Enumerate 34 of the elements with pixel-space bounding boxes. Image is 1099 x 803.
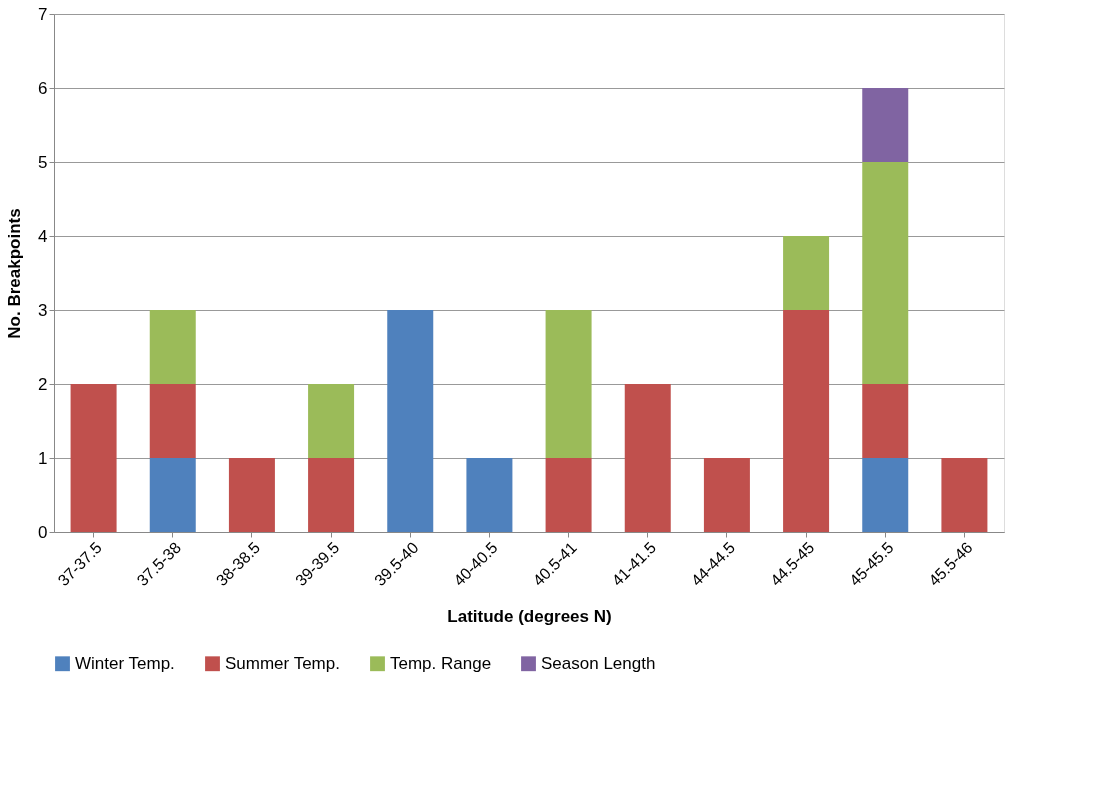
bar	[862, 88, 909, 162]
bar	[70, 384, 117, 532]
legend-label: Season Length	[541, 653, 656, 673]
y-tick-label: 2	[38, 374, 48, 394]
legend-label: Summer Temp.	[225, 653, 340, 673]
bar	[149, 458, 196, 532]
bar	[941, 458, 988, 532]
bar	[545, 458, 592, 532]
bar	[149, 310, 196, 384]
y-tick-label: 4	[38, 226, 48, 246]
legend-label: Temp. Range	[390, 653, 492, 673]
y-tick-label: 0	[38, 522, 48, 542]
y-tick-label: 7	[38, 4, 48, 24]
bar	[308, 458, 355, 532]
bar	[308, 384, 355, 458]
y-tick-label: 1	[38, 448, 48, 468]
bar	[783, 236, 830, 310]
bar	[466, 458, 513, 532]
bar	[862, 458, 909, 532]
bar	[545, 310, 592, 458]
y-axis-title: No. Breakpoints	[5, 208, 25, 339]
legend-label: Winter Temp.	[75, 653, 175, 673]
bar	[703, 458, 750, 532]
bar	[862, 384, 909, 458]
x-axis-title: Latitude (degrees N)	[447, 607, 612, 627]
y-tick-label: 5	[38, 152, 48, 172]
bar	[862, 162, 909, 384]
bar	[783, 310, 830, 532]
y-tick-label: 3	[38, 300, 48, 320]
bar	[149, 384, 196, 458]
bar	[387, 310, 434, 532]
y-tick-label: 6	[38, 78, 48, 98]
bar	[624, 384, 671, 532]
bar	[228, 458, 275, 532]
